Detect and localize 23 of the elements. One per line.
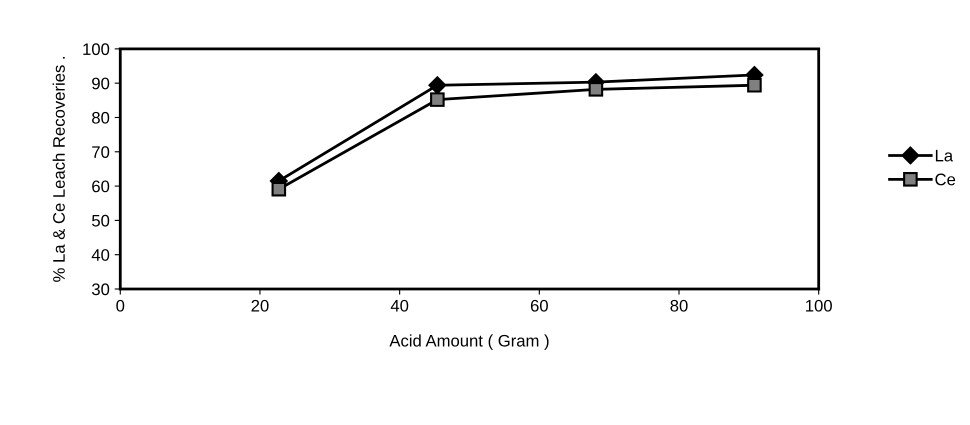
y-tick-label: 90 [92, 78, 110, 90]
point [428, 76, 446, 94]
y-axis-title: % La & Ce Leach Recoveries . [52, 56, 65, 282]
legend-label: La [936, 150, 954, 162]
x-tick-label: 100 [806, 300, 832, 312]
y-tick-label: 50 [92, 214, 110, 227]
x-tick-label: 40 [390, 300, 408, 312]
y-tick-label: 100 [83, 43, 110, 56]
point [430, 92, 445, 107]
y-tick-label: 70 [92, 146, 110, 158]
x-tick-label: 0 [116, 300, 124, 312]
point [747, 78, 762, 93]
point [588, 82, 604, 97]
point [272, 182, 286, 196]
y-tick-label: 60 [92, 180, 110, 192]
legend-label: Ce [935, 174, 956, 186]
x-tick-label: 60 [530, 300, 548, 312]
x-tick-label: 80 [670, 300, 688, 312]
x-tick-label: 20 [252, 300, 269, 312]
y-tick-label: 80 [92, 112, 110, 124]
y-tick-label: 40 [92, 249, 110, 261]
y-tick-label: 30 [92, 283, 110, 296]
x-axis-title: Acid Amount ( Gram ) [389, 334, 549, 350]
